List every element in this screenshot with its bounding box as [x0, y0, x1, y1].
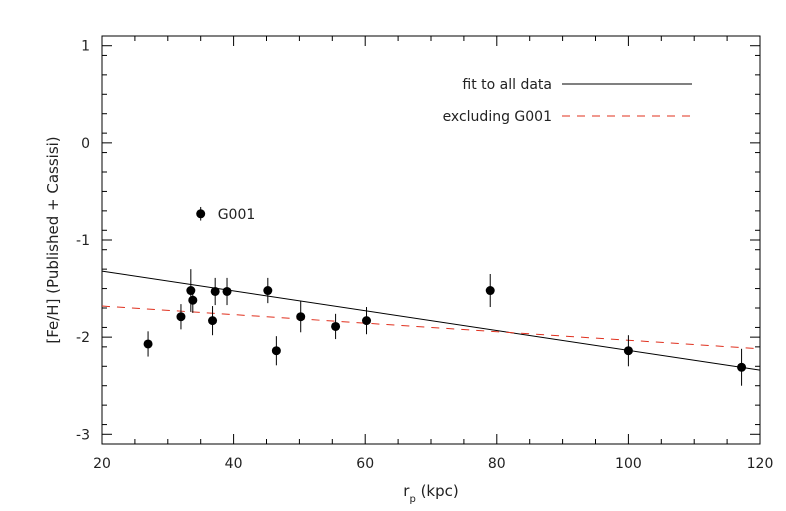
data-point [208, 316, 218, 326]
annotation-label: G001 [218, 207, 256, 223]
legend: fit to all data excluding G001 [443, 77, 692, 125]
data-point [485, 286, 495, 296]
data-point [271, 346, 281, 356]
data-point [737, 362, 747, 372]
plot-border [101, 35, 761, 445]
x-tick-label: 120 [747, 456, 774, 472]
data-point [296, 312, 306, 322]
data-point [188, 295, 198, 305]
data-point [331, 321, 341, 331]
x-tick-label: 60 [356, 456, 374, 472]
y-tick-label: 0 [81, 136, 90, 152]
data-point [143, 339, 153, 349]
data-point [176, 312, 186, 322]
y-tick-label: -2 [76, 330, 90, 346]
y-axis: -3 -2 -1 0 1 [76, 35, 760, 445]
fit-lines [101, 270, 761, 371]
data-point [186, 286, 196, 296]
data-point [222, 286, 232, 296]
x-tick-label: 40 [225, 456, 243, 472]
fit-line-excluding-g001 [101, 305, 761, 350]
x-tick-label: 80 [488, 456, 506, 472]
x-axis-title: rp (kpc) [403, 482, 458, 505]
x-axis: 20 40 60 80 100 120 [93, 36, 773, 472]
legend-label: excluding G001 [443, 109, 552, 125]
y-tick-label: -1 [76, 233, 90, 249]
y-axis-title: [Fe/H] (Published + Cassisi) [44, 136, 62, 343]
x-tick-label: 20 [93, 456, 111, 472]
annotations: G001 [218, 207, 256, 223]
data-point [210, 286, 220, 296]
x-tick-label: 100 [615, 456, 642, 472]
data-point [362, 316, 372, 326]
y-tick-label: -3 [76, 427, 90, 443]
data-point [623, 346, 633, 356]
fit-line-all-data [101, 270, 761, 371]
y-tick-label: 1 [81, 39, 90, 55]
legend-label: fit to all data [462, 77, 552, 93]
data-point [263, 286, 273, 296]
data-point [196, 209, 206, 219]
plot-frame [101, 35, 761, 445]
data-points [143, 206, 747, 386]
